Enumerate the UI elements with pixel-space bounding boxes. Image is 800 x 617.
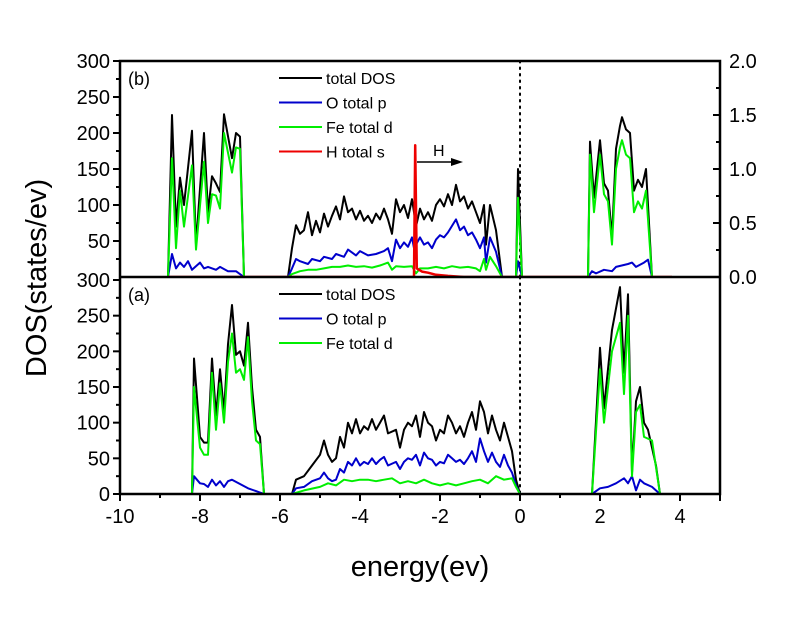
panel-b: 50 100 150 200 250 300 0.0 0.5 1.0 1.5 2.0 (b) total… <box>77 51 757 289</box>
y-tick-label: 50 <box>88 231 110 253</box>
x-tick-label: -4 <box>351 506 369 528</box>
x-tick-label: -2 <box>431 506 449 528</box>
x-tick-label: -10 <box>106 506 135 528</box>
legend-label: total DOS <box>326 71 395 88</box>
legend-label: O total p <box>326 312 387 329</box>
y-tick-label: 100 <box>77 413 110 435</box>
series-line-o-total-p <box>120 218 720 277</box>
annotation-arrowhead <box>451 158 463 166</box>
series-line-fe-total-d <box>120 314 720 494</box>
y-tick-label: 50 <box>88 448 110 470</box>
y-tick-label: 100 <box>77 195 110 217</box>
y-tick-label: 200 <box>77 123 110 145</box>
series-line-total-dos <box>120 286 720 494</box>
annotation-label: H <box>433 143 445 160</box>
legend-label: O total p <box>326 96 387 113</box>
y2-tick-label: 1.5 <box>729 105 757 127</box>
axis-labels: energy(ev) DOS(states/ev) <box>21 179 489 583</box>
legend-label: Fe total d <box>326 336 393 353</box>
y-tick-label: 150 <box>77 159 110 181</box>
y-tick-label: 0 <box>99 484 110 506</box>
series-line-o-total-p <box>120 437 720 494</box>
y-tick-label: 150 <box>77 377 110 399</box>
y-axis-title: DOS(states/ev) <box>21 179 53 377</box>
y2-tick-label: 1.0 <box>729 159 757 181</box>
series-line-fe-total-d <box>120 132 720 277</box>
x-tick-label: 2 <box>594 506 605 528</box>
legend-label: H total s <box>326 145 385 162</box>
y2-tick-label: 0.0 <box>729 267 757 289</box>
series-group <box>120 113 720 277</box>
x-tick-label: -6 <box>271 506 289 528</box>
legend-label: total DOS <box>326 287 395 304</box>
y-tick-label: 300 <box>77 270 110 292</box>
x-axis-title: energy(ev) <box>351 551 490 583</box>
y2-tick-label: 0.5 <box>729 213 757 235</box>
y-tick-label: 300 <box>77 51 110 73</box>
y-tick-label: 250 <box>77 306 110 328</box>
panel-a: 0 50 100 150 200 250 300 -10 -8 -6 -4 -2 0 2 4 (a) total… <box>77 270 721 528</box>
x-tick-label: -8 <box>191 506 209 528</box>
panel-label: (b) <box>128 69 150 89</box>
x-tick-label: 4 <box>674 506 685 528</box>
plot-frame <box>118 59 722 496</box>
series-line-total-dos <box>120 113 720 277</box>
x-tick-label: 0 <box>514 506 525 528</box>
y-tick-label: 200 <box>77 341 110 363</box>
series-group <box>120 286 720 494</box>
panel-label: (a) <box>128 285 150 305</box>
y-tick-label: 250 <box>77 87 110 109</box>
legend-label: Fe total d <box>326 120 393 137</box>
y2-tick-label: 2.0 <box>729 51 757 73</box>
